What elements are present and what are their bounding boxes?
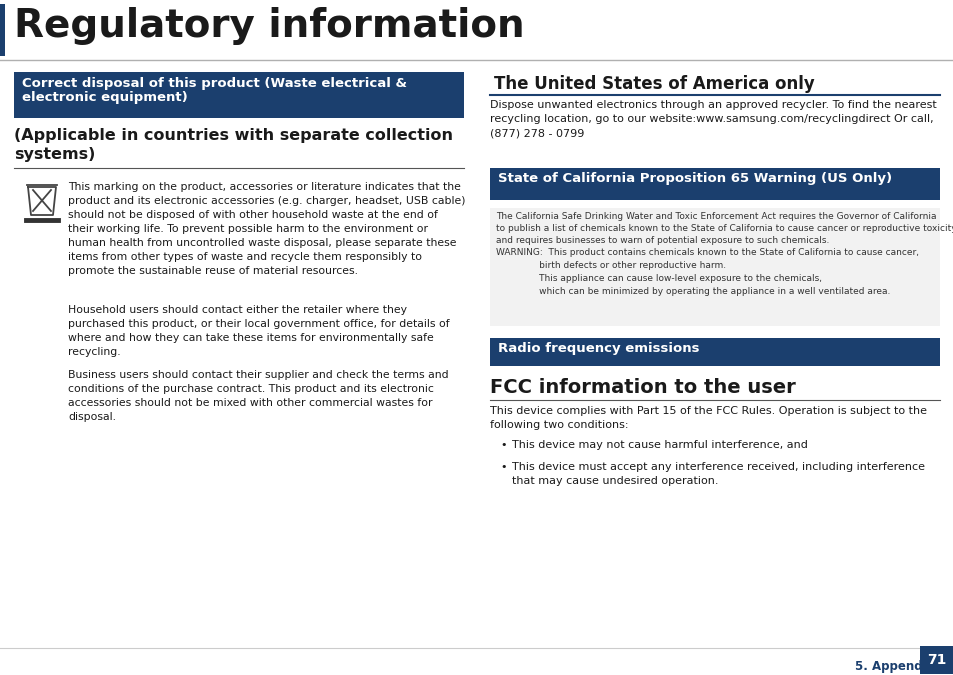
Text: This device may not cause harmful interference, and: This device may not cause harmful interf… xyxy=(512,440,807,450)
Text: The California Safe Drinking Water and Toxic Enforcement Act requires the Govern: The California Safe Drinking Water and T… xyxy=(496,212,953,245)
Text: •: • xyxy=(499,462,506,472)
Text: This device complies with Part 15 of the FCC Rules. Operation is subject to the
: This device complies with Part 15 of the… xyxy=(490,406,926,430)
Text: The United States of America only: The United States of America only xyxy=(494,75,814,93)
Text: Business users should contact their supplier and check the terms and
conditions : Business users should contact their supp… xyxy=(68,370,448,422)
Text: Correct disposal of this product (Waste electrical &: Correct disposal of this product (Waste … xyxy=(22,77,407,90)
Text: Household users should contact either the retailer where they
purchased this pro: Household users should contact either th… xyxy=(68,305,449,357)
Text: FCC information to the user: FCC information to the user xyxy=(490,378,795,397)
FancyBboxPatch shape xyxy=(919,646,953,674)
Text: electronic equipment): electronic equipment) xyxy=(22,91,188,104)
Text: 5. Appendix: 5. Appendix xyxy=(854,660,933,673)
Text: Regulatory information: Regulatory information xyxy=(14,7,524,45)
Text: 71: 71 xyxy=(926,653,945,667)
FancyBboxPatch shape xyxy=(490,338,939,366)
FancyBboxPatch shape xyxy=(14,72,463,118)
FancyBboxPatch shape xyxy=(0,4,5,56)
FancyBboxPatch shape xyxy=(490,168,939,200)
Text: State of California Proposition 65 Warning (US Only): State of California Proposition 65 Warni… xyxy=(497,172,891,185)
Text: •: • xyxy=(499,440,506,450)
Text: WARNING:  This product contains chemicals known to the State of California to ca: WARNING: This product contains chemicals… xyxy=(496,248,918,296)
Text: Dispose unwanted electronics through an approved recycler. To find the nearest
r: Dispose unwanted electronics through an … xyxy=(490,100,936,138)
Text: Radio frequency emissions: Radio frequency emissions xyxy=(497,342,699,355)
Text: This marking on the product, accessories or literature indicates that the
produc: This marking on the product, accessories… xyxy=(68,182,465,276)
Text: (Applicable in countries with separate collection
systems): (Applicable in countries with separate c… xyxy=(14,128,453,162)
Text: This device must accept any interference received, including interference
that m: This device must accept any interference… xyxy=(512,462,924,486)
FancyBboxPatch shape xyxy=(490,208,939,326)
